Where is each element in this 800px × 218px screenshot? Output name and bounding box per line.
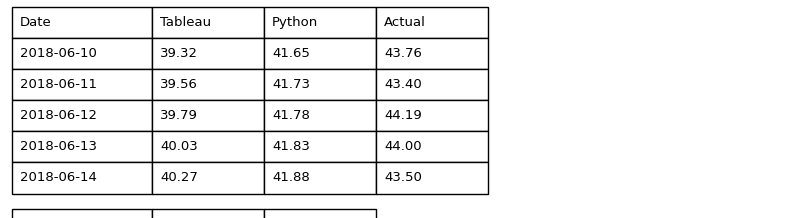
Text: 41.73: 41.73	[272, 78, 310, 91]
Text: 39.79: 39.79	[160, 109, 198, 122]
Text: Python: Python	[272, 16, 318, 29]
Text: 41.88: 41.88	[272, 172, 310, 184]
Bar	[152, 131, 264, 162]
Bar	[376, 38, 488, 69]
Text: 43.50: 43.50	[384, 172, 422, 184]
Text: 2018-06-10: 2018-06-10	[20, 47, 97, 60]
Bar	[264, 7, 376, 38]
Bar	[12, 131, 152, 162]
Text: 44.19: 44.19	[384, 109, 422, 122]
Bar	[152, 69, 264, 100]
Text: Date: Date	[20, 16, 52, 29]
Text: 2018-06-11: 2018-06-11	[20, 78, 97, 91]
Bar	[376, 69, 488, 100]
Bar	[152, 100, 264, 131]
Text: 43.76: 43.76	[384, 47, 422, 60]
Bar	[152, 38, 264, 69]
Bar	[376, 162, 488, 194]
Text: 39.56: 39.56	[160, 78, 198, 91]
Text: 2018-06-12: 2018-06-12	[20, 109, 97, 122]
Bar	[152, 162, 264, 194]
Bar	[264, 131, 376, 162]
Text: 41.65: 41.65	[272, 47, 310, 60]
Bar	[376, 7, 488, 38]
Text: Tableau: Tableau	[160, 16, 211, 29]
Bar	[12, 162, 152, 194]
Text: 2018-06-14: 2018-06-14	[20, 172, 97, 184]
Bar	[152, 7, 264, 38]
Bar	[376, 100, 488, 131]
Text: 39.32: 39.32	[160, 47, 198, 60]
Text: 40.27: 40.27	[160, 172, 198, 184]
Text: 43.40: 43.40	[384, 78, 422, 91]
Bar	[376, 131, 488, 162]
Text: 2018-06-13: 2018-06-13	[20, 140, 97, 153]
Bar	[12, 69, 152, 100]
Text: 44.00: 44.00	[384, 140, 422, 153]
Bar	[152, 209, 264, 218]
Bar	[264, 100, 376, 131]
Text: 41.83: 41.83	[272, 140, 310, 153]
Text: 40.03: 40.03	[160, 140, 198, 153]
Bar	[12, 209, 152, 218]
Bar	[264, 38, 376, 69]
Bar	[264, 209, 376, 218]
Bar	[12, 100, 152, 131]
Text: Actual: Actual	[384, 16, 426, 29]
Bar	[264, 162, 376, 194]
Bar	[264, 69, 376, 100]
Bar	[12, 7, 152, 38]
Text: 41.78: 41.78	[272, 109, 310, 122]
Bar	[12, 38, 152, 69]
